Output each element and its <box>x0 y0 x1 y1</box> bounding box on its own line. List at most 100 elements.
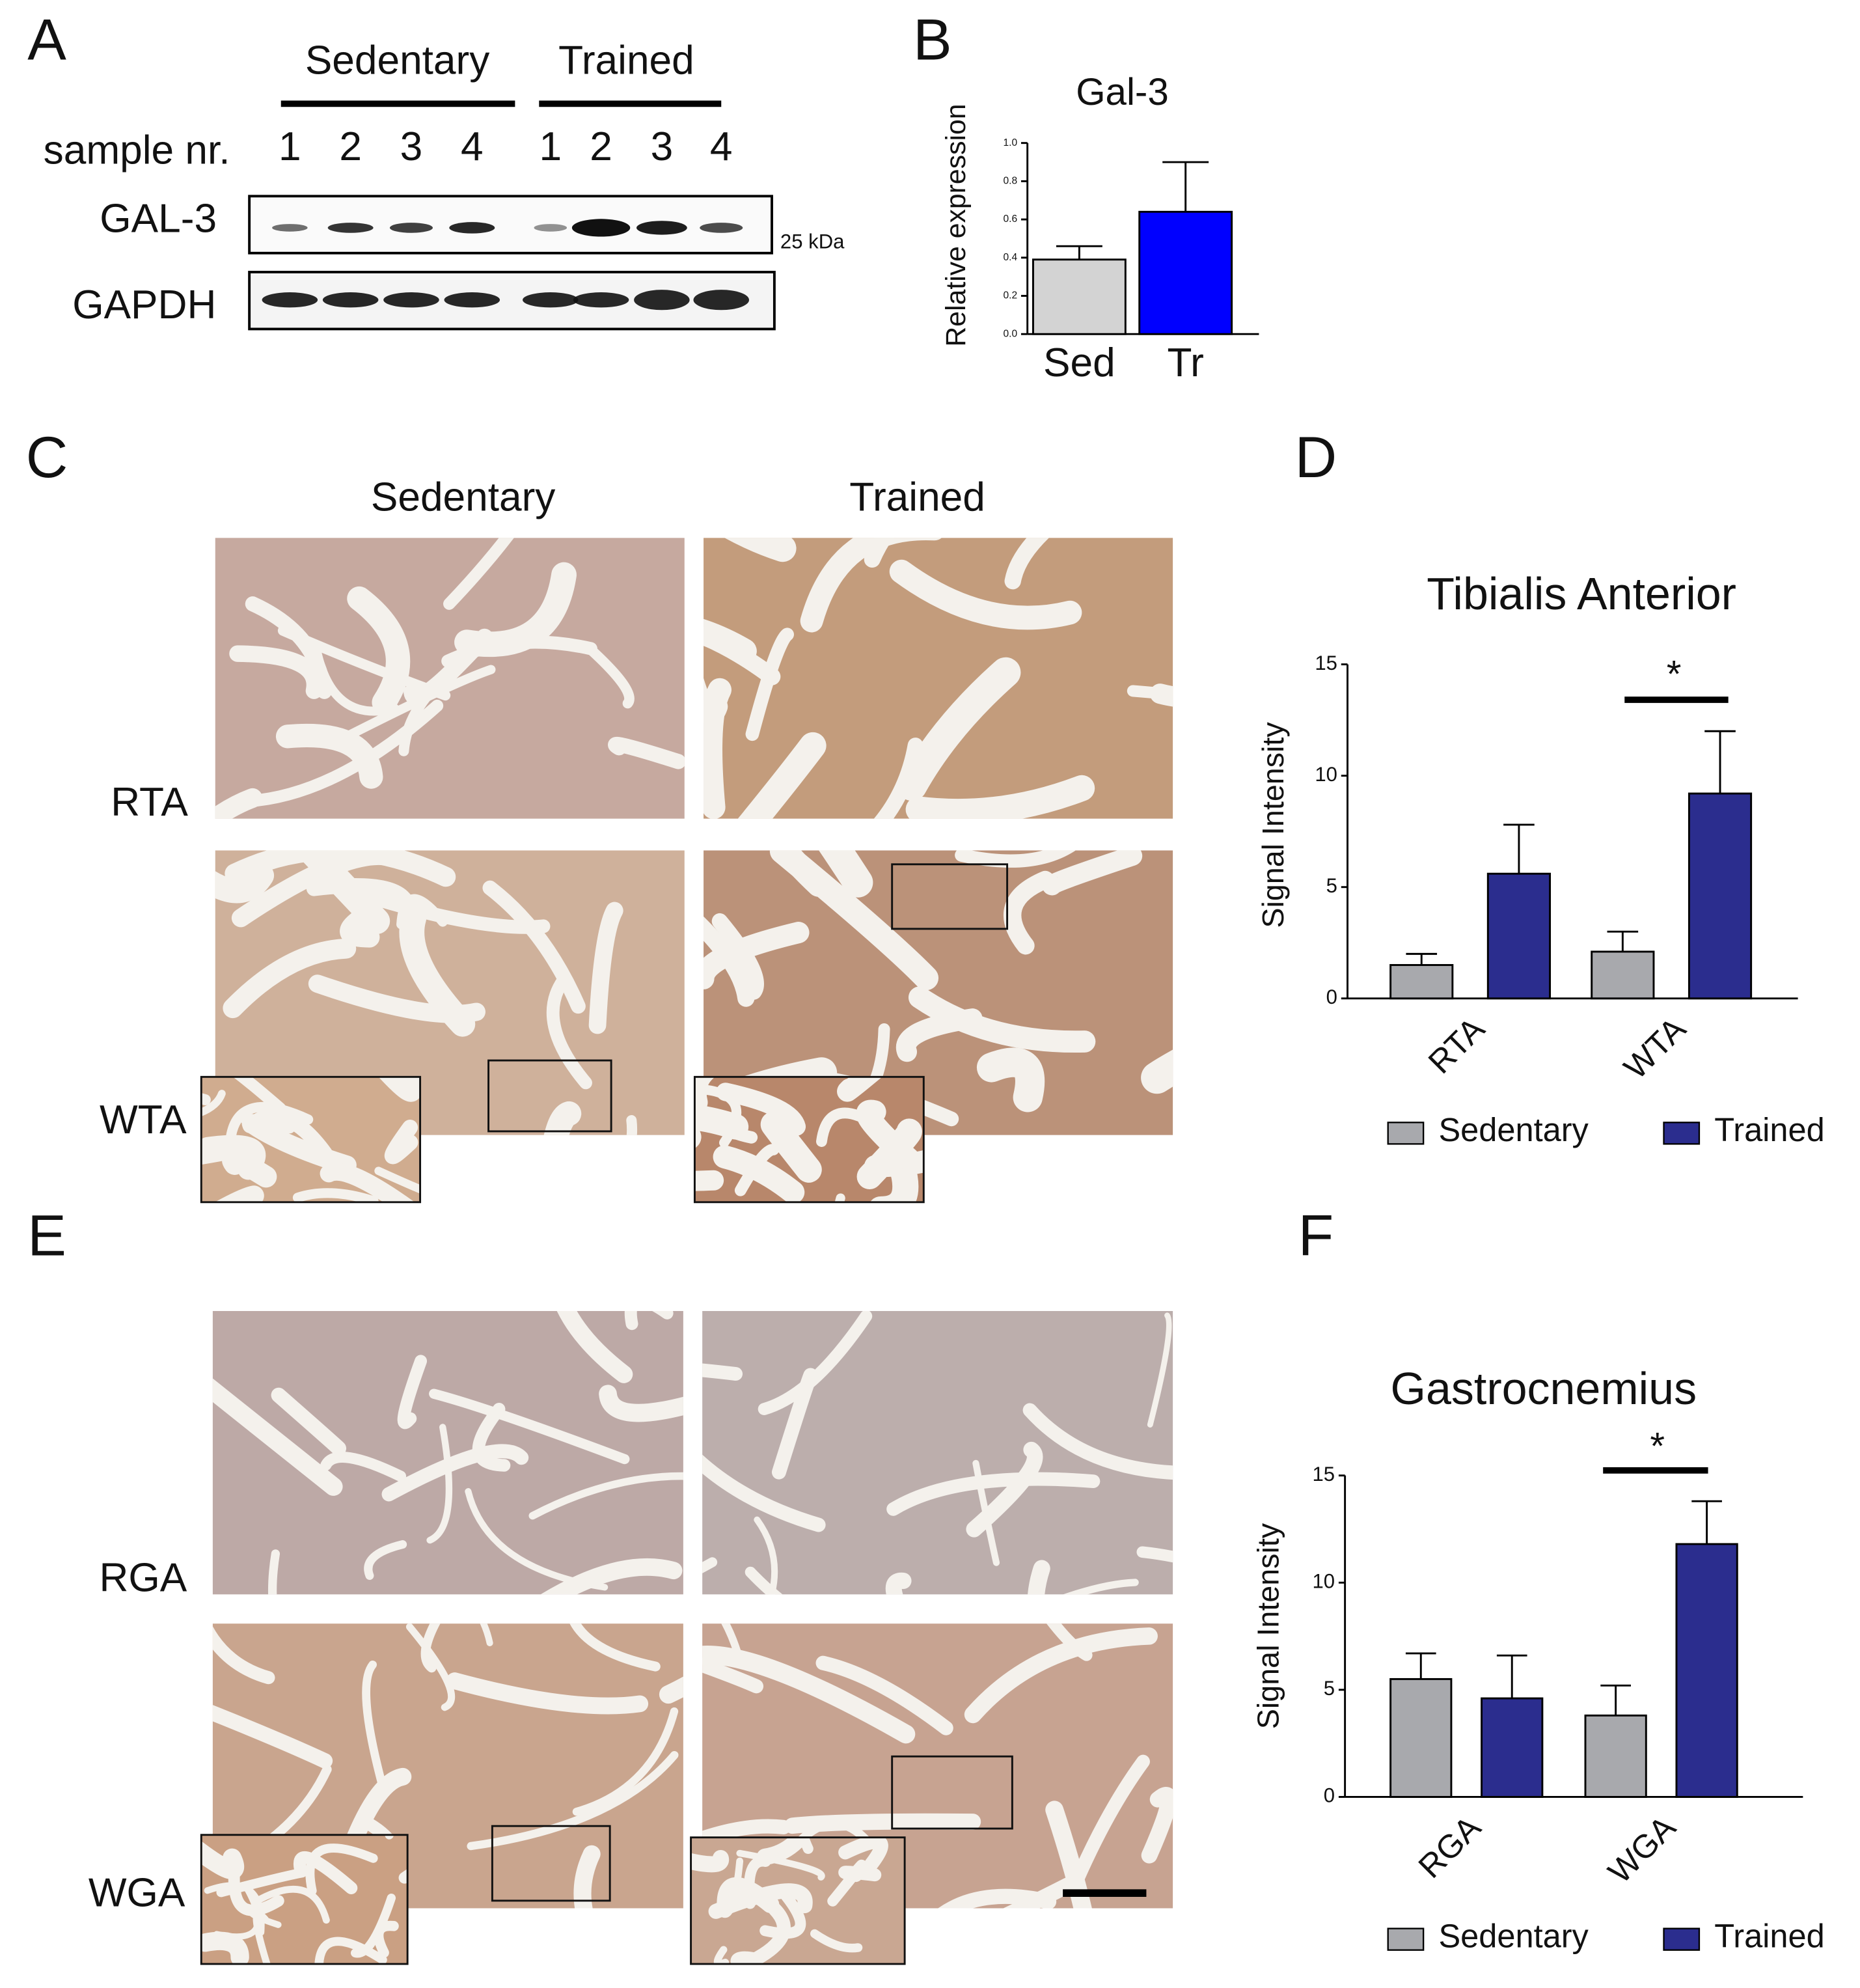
connective-tissue <box>429 1388 630 1465</box>
connective-tissue <box>540 1558 683 1595</box>
bar <box>1688 792 1753 1000</box>
column-label: Sedentary <box>371 475 556 519</box>
zoom-box <box>690 1836 906 1965</box>
connective-tissue <box>800 538 942 633</box>
blot-band <box>523 292 579 308</box>
connective-tissue <box>320 1452 407 1482</box>
connective-tissue <box>815 1655 953 1735</box>
connective-tissue <box>588 902 623 1034</box>
y-tick-label: 0.8 <box>1004 175 1018 186</box>
connective-tissue <box>215 788 263 819</box>
connective-tissue <box>711 913 764 1000</box>
legend-label: Trained <box>1714 1918 1824 1955</box>
connective-tissue <box>816 1107 882 1147</box>
row-label: WTA <box>100 1098 187 1142</box>
connective-tissue <box>253 1911 271 1965</box>
connective-tissue <box>212 1626 275 1685</box>
connective-tissue <box>229 645 323 699</box>
connective-tissue <box>347 586 411 715</box>
x-tick-label: Tr <box>1167 340 1203 385</box>
connective-tissue <box>340 909 380 948</box>
y-tick-label: 1.0 <box>1004 137 1018 148</box>
blot-band <box>449 222 495 234</box>
connective-tissue <box>897 657 1021 801</box>
connective-tissue <box>838 1837 888 1872</box>
micrograph <box>201 1834 408 1965</box>
blot-band <box>700 223 743 233</box>
histology-images <box>200 538 1173 1965</box>
connective-tissue <box>691 1849 730 1873</box>
connective-tissue <box>241 1114 295 1134</box>
connective-tissue <box>215 1185 264 1202</box>
zoom-box <box>693 1075 925 1204</box>
connective-tissue <box>320 1163 415 1202</box>
row-label: RGA <box>99 1555 187 1600</box>
connective-tissue <box>569 1623 661 1672</box>
legend-label: Sedentary <box>1438 1918 1589 1955</box>
connective-tissue <box>446 1672 649 1715</box>
bar <box>1032 258 1127 335</box>
connective-tissue <box>704 678 732 819</box>
blot-band <box>272 224 308 232</box>
micrograph <box>702 1310 1173 1595</box>
legend-swatch <box>1663 1122 1701 1145</box>
connective-tissue <box>1147 1312 1172 1428</box>
sample-number: 4 <box>710 124 733 169</box>
western-blot <box>248 100 776 331</box>
y-tick-label: 15 <box>1312 1463 1335 1485</box>
connective-tissue <box>735 1902 791 1965</box>
connective-tissue <box>1022 1403 1173 1480</box>
connective-tissue <box>798 1837 814 1855</box>
y-tick-label: 10 <box>1312 1569 1335 1592</box>
connective-tissue <box>972 1459 1000 1566</box>
blot-band <box>444 292 500 308</box>
connective-tissue <box>426 1424 453 1544</box>
zoom-box <box>487 1059 612 1133</box>
sample-number: 1 <box>279 124 301 169</box>
y-tick-label: 10 <box>1315 763 1337 786</box>
connective-tissue <box>702 1363 743 1381</box>
group-label: Sedentary <box>305 38 489 83</box>
legend-swatch <box>1663 1927 1701 1951</box>
connective-tissue <box>889 559 1082 630</box>
connective-tissue <box>734 1143 780 1196</box>
bar <box>1584 1714 1647 1798</box>
y-tick-label: 0.0 <box>1004 328 1018 339</box>
connective-tissue <box>556 1310 633 1383</box>
micrograph <box>704 538 1173 819</box>
connective-tissue <box>1004 538 1050 590</box>
connective-tissue <box>745 1566 783 1595</box>
micrograph <box>212 1310 683 1595</box>
connective-tissue <box>754 1516 778 1595</box>
panel-letter: B <box>913 7 952 72</box>
blot-band <box>322 292 379 308</box>
connective-tissue <box>225 1101 314 1146</box>
connective-tissue <box>864 538 894 568</box>
connective-tissue <box>201 1140 232 1165</box>
panel-letter: F <box>1298 1203 1334 1268</box>
bar <box>1486 872 1552 1000</box>
sample-number: 2 <box>590 124 612 169</box>
connective-tissue <box>384 1119 418 1165</box>
connective-tissue <box>1045 1801 1092 1909</box>
connective-tissue <box>724 538 797 562</box>
legend-label: Sedentary <box>1438 1111 1589 1148</box>
zoom-box <box>491 1825 611 1902</box>
y-tick-label: 0 <box>1324 1784 1335 1807</box>
bar <box>1138 210 1233 335</box>
sample-number: 3 <box>651 124 674 169</box>
significance-star: * <box>1650 1425 1665 1467</box>
connective-tissue <box>201 1090 226 1117</box>
column-label: Trained <box>849 475 985 519</box>
connective-tissue <box>397 1355 428 1429</box>
connective-tissue <box>886 1472 1101 1516</box>
connective-tissue <box>373 1920 399 1958</box>
connective-tissue <box>584 643 635 709</box>
connective-tissue <box>1149 683 1173 707</box>
connective-tissue <box>704 916 755 1007</box>
connective-tissue <box>1136 1546 1173 1563</box>
connective-tissue <box>737 732 827 819</box>
connective-tissue <box>572 1707 679 1816</box>
connective-tissue <box>374 1167 420 1194</box>
